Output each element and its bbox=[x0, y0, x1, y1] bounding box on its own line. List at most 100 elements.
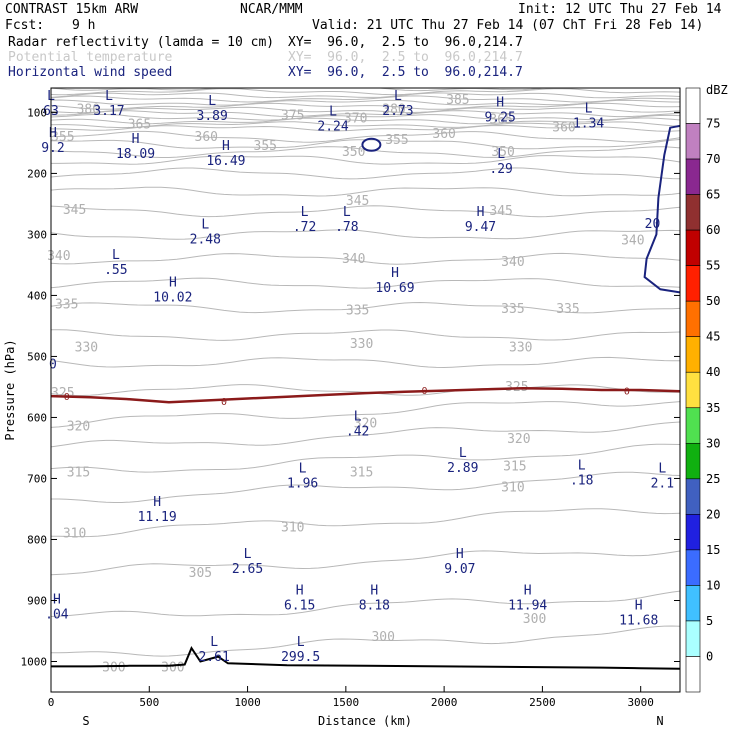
isentrope-label: 300 bbox=[371, 630, 394, 645]
wind-extremum-value: 10.02 bbox=[153, 290, 192, 305]
isentrope-label: 335 bbox=[346, 304, 369, 319]
center-name: NCAR/MMM bbox=[240, 2, 303, 17]
wind-extremum-type: 0 bbox=[49, 358, 57, 373]
colorbar-swatch bbox=[685, 87, 701, 124]
isentrope-label: 345 bbox=[346, 194, 369, 209]
isentrope-label: 350 bbox=[491, 145, 514, 160]
colorbar-level: 25 bbox=[706, 472, 720, 486]
field-name-wind: Horizontal wind speed bbox=[8, 65, 173, 80]
model-title: CONTRAST 15km ARW bbox=[5, 2, 139, 17]
x-axis-label: Distance (km) bbox=[318, 714, 412, 728]
isentrope-label: 385 bbox=[446, 93, 469, 108]
wind-extremum-type: H bbox=[49, 126, 57, 141]
isentrope-label: 350 bbox=[342, 145, 365, 160]
isentrope-line bbox=[51, 110, 680, 118]
wind-extremum-value: 9.47 bbox=[465, 220, 496, 235]
terrain-line bbox=[51, 645, 680, 670]
wind-extremum-value: .72 bbox=[293, 220, 316, 235]
wind-extremum-value: 2.48 bbox=[190, 232, 221, 247]
isentrope-label: 340 bbox=[47, 249, 70, 264]
forecast-label: Fcst: bbox=[5, 18, 45, 33]
isentrope-line bbox=[51, 550, 680, 576]
field-name-theta: Potential temperature bbox=[8, 50, 173, 65]
isentrope-line bbox=[51, 106, 680, 114]
x-tick-label: 2500 bbox=[529, 696, 556, 709]
y-tick-label: 300 bbox=[27, 228, 47, 241]
isentrope-label: 315 bbox=[350, 465, 373, 480]
x-axis: 0 500 1000 1500 2000 2500 3000 bbox=[48, 686, 654, 709]
isentrope-line bbox=[51, 102, 680, 110]
isentrope-label: 360 bbox=[195, 130, 218, 145]
wind-extremum-type: L bbox=[459, 446, 467, 461]
colorbar-level: 45 bbox=[706, 330, 720, 344]
wind-speed-extrema: L63L3.17L3.89L2.73H9.25L1.34L2.24H9.2H18… bbox=[41, 89, 674, 665]
isentrope-label: 315 bbox=[503, 459, 526, 474]
x-tick-label: 500 bbox=[139, 696, 159, 709]
wind-extremum-value: 299.5 bbox=[281, 650, 320, 665]
wind-extremum-type: H bbox=[153, 495, 161, 510]
potential-temperature-labels: 385 380 380 375 370 365 365 360 360 360 355 355 355 3… bbox=[47, 93, 644, 675]
colorbar-level: 35 bbox=[706, 401, 720, 415]
isentrope-label: 300 bbox=[161, 661, 184, 676]
freezing-level-label: 0 bbox=[624, 387, 630, 398]
colorbar-swatch bbox=[685, 442, 701, 480]
colorbar-swatch bbox=[685, 265, 701, 302]
wind-extremum-type: L bbox=[497, 147, 505, 162]
wind-extremum-value: 2.65 bbox=[232, 562, 263, 577]
y-tick-label: 1000 bbox=[21, 655, 48, 668]
wind-extremum-type: L bbox=[105, 89, 113, 104]
field-xy-reflectivity: XY= 96.0, 2.5 to 96.0,214.7 bbox=[288, 35, 523, 50]
y-tick-label: 400 bbox=[27, 289, 47, 302]
wind-extremum-value: 2.61 bbox=[198, 650, 229, 665]
axis-end-south: S bbox=[82, 714, 89, 728]
wind-extremum-value: 8.18 bbox=[359, 598, 390, 613]
isentrope-line bbox=[51, 277, 680, 289]
isentrope-label: 360 bbox=[552, 121, 575, 136]
wind-extremum-type: H bbox=[391, 266, 399, 281]
colorbar-swatch bbox=[685, 656, 701, 693]
isentrope-line bbox=[51, 99, 680, 106]
wind-extremum-value: 11.68 bbox=[619, 614, 658, 629]
isentrope-line bbox=[51, 356, 680, 369]
isentrope-line bbox=[51, 421, 680, 448]
isentrope-line bbox=[51, 443, 680, 473]
wind-extremum-value: .42 bbox=[346, 425, 369, 440]
isentrope-line bbox=[51, 329, 680, 341]
isentrope-line bbox=[51, 121, 680, 129]
wind-extremum-type: L bbox=[329, 104, 337, 119]
colorbar-level: 65 bbox=[706, 188, 720, 202]
colorbar-level: 55 bbox=[706, 259, 720, 273]
wind-extremum-value: .18 bbox=[570, 473, 593, 488]
wind-extremum-type: L bbox=[201, 217, 209, 232]
wind-contour-small bbox=[361, 137, 382, 152]
axis-end-north: N bbox=[656, 714, 663, 728]
wind-extremum-value: 11.19 bbox=[138, 510, 177, 525]
isentrope-line bbox=[51, 625, 680, 657]
colorbar-level: 30 bbox=[706, 436, 720, 450]
jet-core-contour bbox=[361, 124, 680, 294]
wind-extremum-type: L bbox=[578, 458, 586, 473]
isentrope-label: 370 bbox=[344, 112, 367, 127]
x-tick-label: 1000 bbox=[234, 696, 261, 709]
colorbar-swatch bbox=[685, 585, 701, 622]
field-xy-wind: XY= 96.0, 2.5 to 96.0,214.7 bbox=[288, 65, 523, 80]
wind-extremum-type: L bbox=[343, 205, 351, 220]
isentrope-label: 360 bbox=[432, 127, 455, 142]
isentrope-label: 345 bbox=[489, 204, 512, 219]
isentrope-label: 380 bbox=[77, 102, 100, 117]
colorbar-level: 70 bbox=[706, 152, 720, 166]
x-tick-label: 0 bbox=[48, 696, 55, 709]
isentrope-line bbox=[51, 95, 680, 103]
wind-extremum-value: 9.2 bbox=[41, 141, 64, 156]
colorbar-level: 10 bbox=[706, 578, 720, 592]
isentrope-label: 315 bbox=[67, 465, 90, 480]
wind-extremum-value: 10.69 bbox=[375, 281, 414, 296]
isentrope-line bbox=[51, 124, 680, 132]
colorbar-swatch bbox=[685, 549, 701, 586]
wind-extremum-value: 11.94 bbox=[508, 598, 547, 613]
wind-extremum-type: H bbox=[132, 132, 140, 147]
wind-extremum-type: L bbox=[585, 101, 593, 116]
wind-extremum-type: H bbox=[370, 583, 378, 598]
wind-extremum-value: 9.25 bbox=[484, 110, 515, 125]
